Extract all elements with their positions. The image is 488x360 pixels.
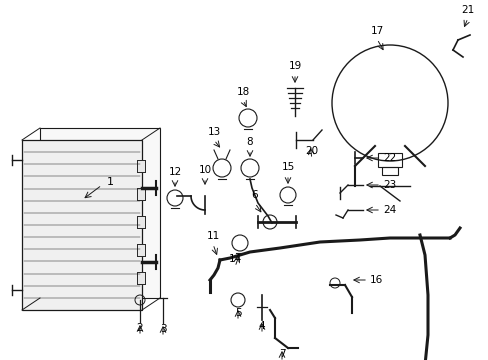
Bar: [137, 272, 145, 284]
Bar: [137, 244, 145, 256]
Bar: [137, 216, 145, 228]
Text: 12: 12: [168, 167, 181, 177]
Text: 1: 1: [107, 177, 114, 187]
Bar: [137, 188, 145, 200]
Bar: [137, 244, 145, 256]
Text: 7: 7: [278, 349, 285, 359]
Text: 11: 11: [206, 231, 219, 241]
Text: 18: 18: [236, 87, 249, 97]
Text: 4: 4: [258, 321, 265, 331]
Bar: [40, 128, 160, 298]
Bar: [137, 160, 145, 172]
Text: 5: 5: [234, 308, 241, 318]
Text: 6: 6: [251, 190, 258, 200]
Bar: [377, 153, 401, 167]
Bar: [137, 272, 145, 284]
Text: 23: 23: [382, 180, 395, 190]
Text: 19: 19: [288, 61, 301, 71]
Bar: [381, 167, 397, 175]
Text: 20: 20: [305, 146, 318, 156]
Text: 22: 22: [382, 153, 395, 163]
Bar: [137, 244, 145, 256]
Text: 15: 15: [281, 162, 294, 172]
Text: 13: 13: [207, 127, 220, 137]
Bar: [137, 272, 145, 284]
Text: 2: 2: [137, 323, 143, 333]
Bar: [137, 160, 145, 172]
Bar: [22, 140, 142, 310]
Bar: [137, 216, 145, 228]
Text: 16: 16: [369, 275, 383, 285]
Text: 14: 14: [228, 254, 241, 264]
Bar: [137, 216, 145, 228]
Text: 21: 21: [461, 5, 474, 15]
Bar: [137, 160, 145, 172]
Text: 17: 17: [369, 26, 383, 36]
Bar: [137, 188, 145, 200]
Bar: [137, 188, 145, 200]
Text: 8: 8: [246, 137, 253, 147]
Text: 10: 10: [198, 165, 211, 175]
Text: 3: 3: [160, 324, 166, 334]
Text: 24: 24: [382, 205, 395, 215]
